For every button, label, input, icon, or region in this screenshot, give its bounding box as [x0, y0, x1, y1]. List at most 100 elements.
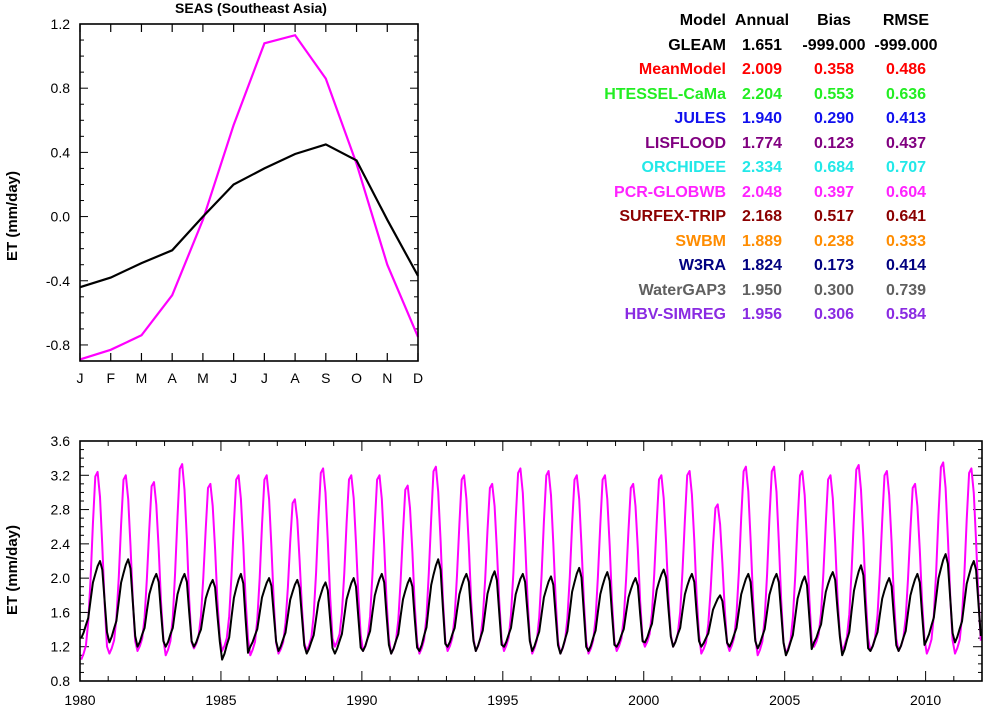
x-tick-label: A: [290, 370, 300, 386]
annual-value: 2.204: [741, 85, 783, 103]
x-tick-label: A: [168, 370, 178, 386]
y-tick-label: 0.8: [51, 673, 71, 689]
table-row: HBV-SIMREG 1.956 0.306 0.584: [520, 306, 990, 330]
x-tick-label: 1980: [64, 692, 95, 708]
y-tick-label: 1.2: [51, 639, 71, 655]
table-row: GLEAM 1.651 -999.000 -999.000: [520, 37, 990, 61]
model-name: WaterGAP3: [638, 281, 726, 299]
table-row: HTESSEL-CaMa 2.204 0.553 0.636: [520, 86, 990, 110]
series-line-1: [79, 143, 419, 289]
bias-value: 0.290: [813, 110, 855, 127]
bias-value: 0.238: [813, 232, 855, 250]
x-tick-label: 1995: [487, 692, 518, 708]
y-axis-label: ET (mm/day): [4, 171, 21, 261]
model-name: GLEAM: [668, 36, 726, 54]
table-row: PCR-GLOBWB 2.048 0.397 0.604: [520, 184, 990, 208]
annual-value: 1.940: [741, 110, 783, 127]
rmse-value: 0.739: [885, 281, 927, 299]
x-tick-label: D: [413, 370, 423, 386]
y-tick-label: -0.4: [46, 273, 70, 289]
series-line-0: [79, 33, 420, 361]
plot-frame: [79, 440, 983, 682]
annual-value: 1.774: [741, 134, 783, 152]
chart-marks: 1980 1985 1990 1995 2000 2005 2010 3.6 3.2 2.8 2.4…: [51, 433, 983, 708]
x-tick-label: N: [382, 370, 392, 386]
bias-value: 0.173: [813, 257, 855, 274]
stats-table: Model Annual Bias RMSE GLEAM 1.651 -999.000 -99…: [520, 12, 990, 332]
annual-value: 1.889: [741, 232, 783, 250]
annual-value: 1.651: [741, 36, 783, 54]
y-tick-label: 3.6: [51, 433, 71, 449]
rmse-value: 0.584: [885, 306, 927, 323]
model-name: JULES: [674, 110, 726, 127]
y-tick-label: 0.4: [51, 144, 71, 160]
bias-value: 0.358: [813, 61, 855, 78]
model-name: HBV-SIMREG: [624, 306, 726, 323]
x-tick-label: O: [351, 370, 362, 386]
chart-title: SEAS (Southeast Asia): [175, 0, 327, 16]
x-tick-label: 2000: [628, 692, 659, 708]
x-tick-label: 2010: [910, 692, 941, 708]
rmse-value: 0.437: [885, 134, 927, 152]
chart-marks: J F M A M J J A S O N D 1.2 0.8 0.4 0.0 -0.4 -0.8: [46, 16, 423, 386]
y-tick-label: 2.4: [51, 536, 71, 552]
plot-frame: [79, 23, 419, 362]
table-row: SWBM 1.889 0.238 0.333: [520, 233, 990, 257]
rmse-value: 0.604: [885, 183, 927, 201]
seasonal-cycle-chart: SEAS (Southeast Asia) ET (mm/day) J F M A M J…: [4, 0, 423, 386]
y-tick-label: 1.6: [51, 604, 71, 620]
y-axis-label: ET (mm/day): [4, 525, 21, 615]
annual-value: 2.009: [741, 61, 783, 78]
rmse-value: 0.413: [885, 110, 927, 127]
y-tick-label: 2.0: [51, 570, 71, 586]
rmse-value: 0.414: [885, 257, 927, 274]
model-name: SURFEX-TRIP: [619, 208, 726, 225]
y-tick-label: 0.8: [51, 80, 71, 96]
table-row: WaterGAP3 1.950 0.300 0.739: [520, 282, 990, 306]
x-tick-label: J: [261, 370, 268, 386]
model-name: LISFLOOD: [645, 134, 726, 152]
bias-value: 0.306: [813, 306, 855, 323]
rmse-value: 0.707: [885, 159, 927, 176]
y-tick-label: 2.8: [51, 502, 71, 518]
bias-value: -999.000: [802, 36, 866, 54]
model-name: Model: [679, 12, 726, 29]
model-name: MeanModel: [638, 61, 726, 78]
series-line-0: [80, 461, 982, 660]
time-series-chart: ET (mm/day) 1980 1985 1990 1995 2000 2005 2010…: [4, 433, 983, 708]
y-tick-label: 3.2: [51, 467, 71, 483]
bias-value: 0.553: [813, 85, 855, 103]
model-name: HTESSEL-CaMa: [604, 85, 726, 103]
rmse-value: 0.641: [885, 208, 927, 225]
annual-value: 2.168: [741, 208, 783, 225]
model-name: PCR-GLOBWB: [614, 183, 726, 201]
x-tick-label: M: [136, 370, 148, 386]
rmse-value: RMSE: [882, 12, 930, 29]
model-name: W3RA: [678, 257, 726, 274]
model-name: ORCHIDEE: [641, 159, 726, 176]
annual-value: Annual: [734, 12, 790, 29]
x-tick-label: 1985: [205, 692, 236, 708]
x-tick-label: S: [321, 370, 330, 386]
rmse-value: 0.486: [885, 61, 927, 78]
x-tick-label: M: [197, 370, 209, 386]
bias-value: 0.300: [813, 281, 855, 299]
model-name: SWBM: [675, 232, 726, 250]
table-row: SURFEX-TRIP 2.168 0.517 0.641: [520, 208, 990, 232]
y-tick-label: -0.8: [46, 337, 70, 353]
x-tick-label: J: [77, 370, 84, 386]
annual-value: 2.334: [741, 159, 783, 176]
rmse-value: 0.636: [885, 85, 927, 103]
bias-value: 0.397: [813, 183, 855, 201]
series-line-1: [80, 553, 982, 661]
table-row: LISFLOOD 1.774 0.123 0.437: [520, 135, 990, 159]
x-tick-label: 1990: [346, 692, 377, 708]
annual-value: 1.950: [741, 281, 783, 299]
table-header: Model Annual Bias RMSE: [520, 12, 990, 36]
rmse-value: -999.000: [874, 36, 938, 54]
annual-value: 1.956: [741, 306, 783, 323]
bias-value: 0.517: [813, 208, 855, 225]
table-row: W3RA 1.824 0.173 0.414: [520, 257, 990, 281]
x-tick-label: F: [106, 370, 115, 386]
